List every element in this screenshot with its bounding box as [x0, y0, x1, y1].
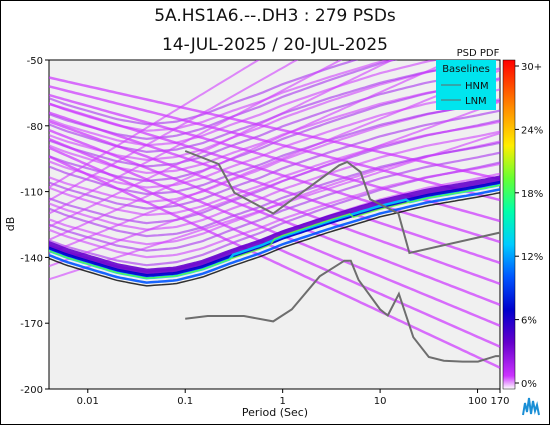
colorbar-tick-label: 6%: [521, 316, 537, 327]
baseline-hnm: [184, 150, 500, 255]
colorbar-tick-label: 12%: [521, 252, 543, 263]
psd-band: [49, 67, 500, 168]
baseline-lnm: [185, 259, 500, 363]
psd-band: [49, 188, 500, 284]
x-tick-label: 10: [374, 396, 387, 407]
y-tick-label: -170: [20, 319, 43, 330]
psd-band: [49, 60, 343, 215]
psd-band: [49, 60, 261, 189]
psd-band: [49, 88, 500, 189]
x-tick-label: 170: [490, 396, 509, 407]
y-tick-label: -80: [27, 122, 43, 133]
colorbar-tick-label: 0%: [521, 379, 537, 390]
psd-band: [49, 111, 500, 265]
colorbar-ticks: 30+ 24% 18% 12% 6% 0%: [515, 62, 543, 390]
psd-density-layer: [49, 60, 500, 369]
colorbar-tick-label: 30+: [521, 62, 542, 73]
baselines-legend: Baselines HNM LNM: [436, 60, 496, 110]
x-axis-label: Period (Sec): [242, 406, 308, 419]
psd-band: [49, 60, 395, 228]
colorbar-tick-label: 18%: [521, 189, 543, 200]
psd-band: [49, 137, 500, 327]
y-tick-label: -110: [20, 188, 43, 199]
psd-band: [49, 120, 500, 217]
logo-icon: [520, 394, 542, 418]
colorbar: PSD PDF 30+ 24% 18% 12% 6% 0%: [457, 48, 544, 390]
psd-band: [49, 93, 500, 223]
x-tick-label: 1: [279, 396, 285, 407]
psd-band: [49, 191, 500, 287]
legend-entry-lnm: LNM: [465, 96, 487, 107]
psd-band: [49, 130, 500, 231]
psd-band: [49, 60, 398, 141]
psd-band: [49, 175, 500, 275]
psd-band: [49, 69, 500, 254]
y-axis-label: dB: [4, 217, 17, 232]
chart-title: 5A.HS1A6.--.DH3 : 279 PSDs: [154, 6, 396, 26]
psd-band: [49, 60, 456, 241]
y-axis: -50 -80 -110 -140 -170 -200: [20, 56, 49, 396]
psd-band: [49, 129, 500, 306]
psd-band: [49, 151, 500, 252]
psd-band: [49, 120, 500, 285]
y-tick-label: -140: [20, 253, 43, 264]
psd-band: [49, 162, 500, 259]
colorbar-title: PSD PDF: [457, 48, 500, 59]
x-tick-label: 0.01: [77, 396, 99, 407]
psd-band: [49, 155, 500, 369]
psd-band: [49, 85, 500, 202]
psd-band: [49, 100, 500, 268]
x-tick-label: 100: [468, 396, 487, 407]
chart-subtitle: 14-JUL-2025 / 20-JUL-2025: [161, 35, 388, 55]
legend-entry-hnm: HNM: [465, 81, 489, 92]
colorbar-scale: [502, 59, 516, 390]
y-tick-label: -50: [27, 56, 43, 67]
colorbar-tick-label: 24%: [521, 125, 543, 136]
psd-band: [49, 184, 500, 279]
psd-band: [49, 60, 299, 202]
psd-band: [49, 132, 500, 281]
psd-band: [49, 60, 359, 126]
y-tick-label: -200: [20, 385, 43, 396]
psd-band: [49, 76, 500, 181]
psd-band: [49, 102, 500, 244]
legend-title: Baselines: [442, 64, 490, 75]
x-tick-label: 0.1: [177, 396, 193, 407]
baseline-layer: [184, 150, 500, 363]
x-axis: 0.01 0.1 1 10 100 170: [77, 389, 510, 407]
